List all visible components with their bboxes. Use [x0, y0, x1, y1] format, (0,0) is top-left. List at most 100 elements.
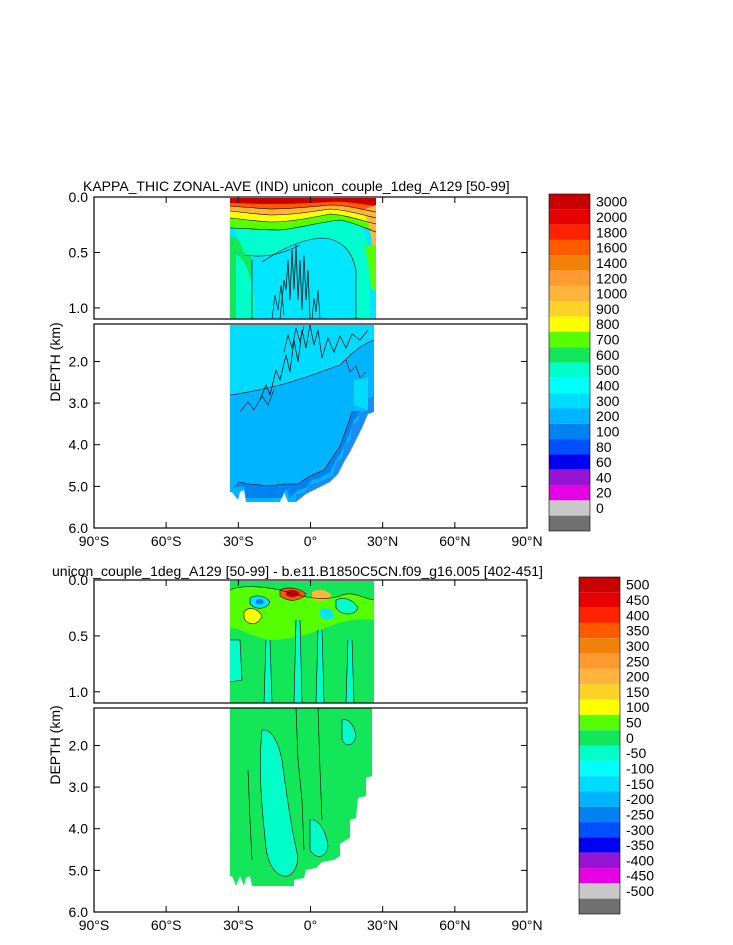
panel-2-ytick-label: 0.0: [69, 572, 89, 588]
panel-2-upper-field: [229, 581, 375, 704]
panel-1-colorbar-swatch: [549, 515, 590, 531]
panel-1-upper-field: [229, 198, 377, 320]
panel-1-colorbar-label: 100: [596, 423, 620, 439]
panel-2-colorbar-label: 100: [626, 699, 650, 715]
panel-2-ytick-label: 5.0: [69, 862, 89, 878]
panel-1-colorbar-swatch: [549, 209, 590, 225]
panel-2-colorbar-swatch: [579, 668, 620, 685]
panel-1-colorbar-label: 700: [596, 332, 620, 348]
panel-1-ytick-label: 1.0: [69, 300, 89, 316]
panel-1-colorbar-swatch: [549, 347, 590, 363]
panel-2-colorbar-swatch: [579, 776, 620, 792]
panel-2-colorbar-swatch: [579, 852, 620, 869]
panel-1-colorbar: 3000200018001600140012001000900800700600…: [548, 194, 627, 532]
panel-1-colorbar-swatch: [549, 393, 590, 409]
panel-2-colorbar-label: -100: [626, 760, 654, 776]
panel-2-colorbar-swatch: [579, 868, 620, 884]
panel-2-ytick-label: 1.0: [69, 684, 89, 700]
panel-2-colorbar-label: 400: [626, 607, 650, 623]
panel-1-colorbar-label: 80: [596, 439, 612, 455]
panel-2-colorbar-swatch: [579, 622, 620, 639]
panel-1-colorbar-swatch: [549, 377, 590, 394]
panel-1-colorbar-swatch: [549, 454, 590, 470]
panel-1-ylabel: DEPTH (km): [47, 322, 63, 401]
panel-2-colorbar-label: 450: [626, 592, 650, 608]
panel-1-ytick-label: 0.5: [69, 244, 89, 260]
panel-1-xtick-label: 90°S: [79, 533, 110, 549]
panel-1-colorbar-label: 500: [596, 362, 620, 378]
panel-2-colorbar-label: -350: [626, 837, 654, 853]
panel-2-ytick-label: 3.0: [69, 779, 89, 795]
panel-2-colorbar-label: 200: [626, 669, 650, 685]
panel-1-colorbar-swatch: [549, 331, 590, 348]
panel-2-colorbar-swatch: [579, 837, 620, 853]
panel-2-colorbar-label: 50: [626, 715, 642, 731]
panel-2-colorbar-swatch: [579, 638, 620, 654]
panel-2-colorbar-label: 250: [626, 653, 650, 669]
panel-1-xtick-label: 60°S: [151, 533, 182, 549]
panel-1-colorbar-label: 20: [596, 485, 612, 501]
panel-2-colorbar-swatch: [579, 745, 620, 761]
panel-2-xtick-label: 60°S: [151, 917, 182, 933]
panel-2-colorbar-swatch: [579, 699, 620, 715]
panel-2-colorbar-label: -50: [626, 745, 646, 761]
panel-2-xtick-label: 90°N: [511, 917, 542, 933]
panel-2-colorbar-label: -250: [626, 806, 654, 822]
panel-1-colorbar-label: 200: [596, 408, 620, 424]
panel-1-xtick-label: 30°S: [223, 533, 254, 549]
panel-2-colorbar-swatch: [579, 898, 620, 914]
panel-2-colorbar-label: -150: [626, 776, 654, 792]
panel-2-ytick-label: 2.0: [69, 737, 89, 753]
panel-1-xtick-label: 30°N: [367, 533, 398, 549]
panel-2-colorbar-label: 150: [626, 684, 650, 700]
panel-1-colorbar-label: 0: [596, 500, 604, 516]
panel-2: unicon_couple_1deg_A129 [50-99] - b.e11.…: [47, 563, 654, 933]
panel-1-xtick-label: 90°N: [511, 533, 542, 549]
panel-1-title: KAPPA_THIC ZONAL-AVE (IND) unicon_couple…: [83, 178, 510, 194]
panel-1-xtick-label: 60°N: [439, 533, 470, 549]
panel-1-colorbar-swatch: [549, 500, 590, 516]
panel-1-ytick-label: 6.0: [69, 520, 89, 536]
panel-2-colorbar-swatch: [579, 883, 620, 899]
panel-1-colorbar-swatch: [549, 469, 590, 486]
panel-1-colorbar-label: 300: [596, 393, 620, 409]
panel-2-colorbar-label: -200: [626, 791, 654, 807]
panel-1-colorbar-label: 1000: [596, 286, 627, 302]
panel-2-colorbar-label: -400: [626, 852, 654, 868]
panel-1-colorbar-swatch: [549, 316, 590, 332]
panel-1-colorbar-swatch: [549, 285, 590, 302]
panel-1-colorbar-label: 3000: [596, 194, 627, 210]
panel-1-colorbar-swatch: [549, 485, 590, 501]
panel-1-colorbar-swatch: [549, 239, 590, 256]
panel-1-colorbar-label: 40: [596, 469, 612, 485]
panel-2-colorbar-swatch: [579, 791, 620, 807]
panel-2-colorbar-label: 0: [626, 730, 634, 746]
panel-2-colorbar-label: 350: [626, 623, 650, 639]
panel-2-colorbar-label: -300: [626, 822, 654, 838]
panel-1-colorbar-swatch: [549, 301, 590, 317]
panel-1-colorbar-swatch: [549, 423, 590, 440]
panel-1-colorbar-label: 60: [596, 454, 612, 470]
panel-1-colorbar-label: 400: [596, 377, 620, 393]
panel-2-ylabel: DEPTH (km): [47, 705, 63, 784]
panel-2-title: unicon_couple_1deg_A129 [50-99] - b.e11.…: [52, 563, 543, 579]
panel-1-colorbar-label: 1400: [596, 255, 627, 271]
panel-2-xtick-label: 30°S: [223, 917, 254, 933]
panel-2-xtick-label: 90°S: [79, 917, 110, 933]
panel-2-ytick-label: 0.5: [69, 628, 89, 644]
panel-1-axes: 90°S 60°S 30°S 0° 30°N 60°N 90°N 0.0 0.5 1.0 2.0 3.…: [69, 189, 543, 549]
panel-1-colorbar-label: 900: [596, 301, 620, 317]
panel-2-colorbar-swatch: [579, 760, 620, 777]
panel-1-ytick-label: 2.0: [69, 353, 89, 369]
panel-1-ytick-label: 3.0: [69, 395, 89, 411]
panel-2-axes: 90°S 60°S 30°S 0° 30°N 60°N 90°N 0.0 0.5 1.0 2.0 3.…: [69, 572, 543, 933]
panel-2-lower-field: [230, 707, 372, 886]
panel-2-ytick-label: 6.0: [69, 904, 89, 920]
panel-1-colorbar-swatch: [549, 270, 590, 286]
panel-2-colorbar-label: -500: [626, 883, 654, 899]
panel-1-colorbar-label: 600: [596, 347, 620, 363]
panel-1-colorbar-swatch: [549, 194, 590, 210]
panel-2-colorbar-label: 300: [626, 638, 650, 654]
panel-2-colorbar-swatch: [579, 592, 620, 608]
